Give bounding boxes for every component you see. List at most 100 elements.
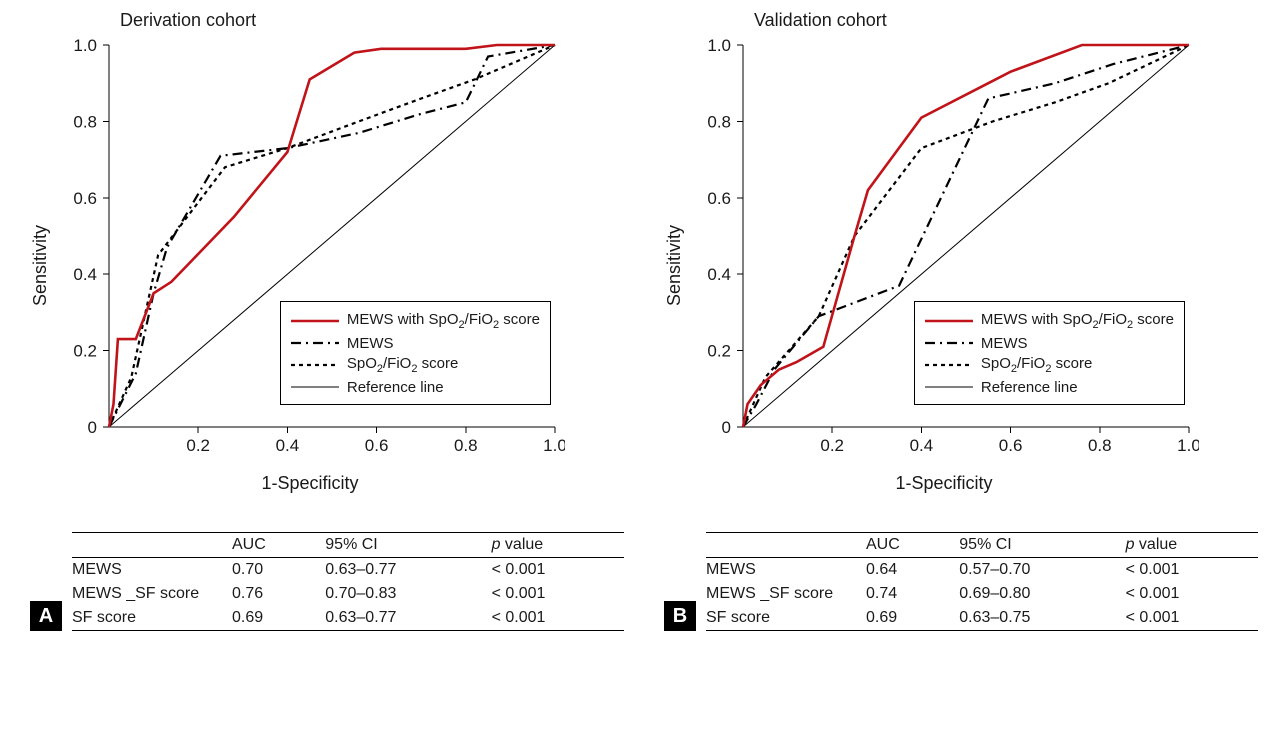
results-table: AUC95% CIp valueMEWS0.640.57–0.70< 0.001… bbox=[706, 532, 1258, 631]
legend-item: MEWS with SpO2/FiO2 score bbox=[291, 310, 540, 332]
panel-badge: A bbox=[30, 601, 62, 631]
table-cell: 0.70–0.83 bbox=[325, 582, 491, 606]
legend-item: MEWS bbox=[925, 332, 1174, 354]
results-table: AUC95% CIp valueMEWS0.700.63–0.77< 0.001… bbox=[72, 532, 624, 631]
table-row: SF score0.690.63–0.77< 0.001 bbox=[72, 606, 624, 631]
y-axis-label: Sensitivity bbox=[664, 225, 685, 306]
table-header bbox=[706, 533, 866, 558]
table-row: SF score0.690.63–0.75< 0.001 bbox=[706, 606, 1258, 631]
table-wrap: AAUC95% CIp valueMEWS0.700.63–0.77< 0.00… bbox=[30, 532, 624, 631]
legend-label: SpO2/FiO2 score bbox=[347, 355, 458, 375]
table-row: MEWS _SF score0.740.69–0.80< 0.001 bbox=[706, 582, 1258, 606]
table-cell: 0.63–0.77 bbox=[325, 558, 491, 583]
svg-text:1.0: 1.0 bbox=[73, 37, 97, 55]
x-axis-label: 1-Specificity bbox=[689, 473, 1199, 494]
chart-area: 00.20.40.60.81.00.20.40.60.81.0MEWS with… bbox=[689, 37, 1199, 467]
legend-swatch-icon bbox=[291, 380, 339, 394]
svg-text:0.6: 0.6 bbox=[707, 189, 731, 208]
y-axis-label: Sensitivity bbox=[30, 225, 51, 306]
table-header: 95% CI bbox=[325, 533, 491, 558]
table-cell: MEWS bbox=[72, 558, 232, 583]
table-cell: SF score bbox=[706, 606, 866, 631]
table-cell: 0.69 bbox=[866, 606, 959, 631]
legend-label: Reference line bbox=[347, 379, 444, 396]
table-cell: 0.70 bbox=[232, 558, 325, 583]
table-cell: 0.74 bbox=[866, 582, 959, 606]
table-cell: < 0.001 bbox=[1126, 582, 1258, 606]
legend: MEWS with SpO2/FiO2 score MEWS SpO2/FiO2 s… bbox=[280, 301, 551, 405]
svg-text:0: 0 bbox=[722, 418, 731, 437]
legend-swatch-icon bbox=[291, 336, 339, 350]
chart-area: 0 0.2 0.4 0.6 0.8 1.0 0.2 0.4 0.6 0.8 1.0 MEWS with… bbox=[55, 37, 565, 467]
svg-text:0.8: 0.8 bbox=[707, 112, 731, 131]
svg-text:0.4: 0.4 bbox=[707, 265, 731, 284]
legend-swatch-icon bbox=[925, 336, 973, 350]
legend-item: SpO2/FiO2 score bbox=[925, 354, 1174, 376]
table-row: MEWS0.700.63–0.77< 0.001 bbox=[72, 558, 624, 583]
legend-label: MEWS bbox=[347, 335, 394, 352]
legend-swatch-icon bbox=[925, 314, 973, 328]
svg-text:0.6: 0.6 bbox=[73, 189, 97, 208]
svg-text:0.8: 0.8 bbox=[1088, 436, 1112, 455]
svg-text:0.4: 0.4 bbox=[276, 436, 300, 455]
panel-badge: B bbox=[664, 601, 696, 631]
svg-text:0.4: 0.4 bbox=[910, 436, 934, 455]
figure-panels: Derivation cohort Sensitivity 0 0.2 0.4 0.6 0.… bbox=[0, 0, 1288, 631]
legend-item: SpO2/FiO2 score bbox=[291, 354, 540, 376]
svg-text:0.6: 0.6 bbox=[365, 436, 389, 455]
chart-wrap: Sensitivity 0 0.2 0.4 0.6 0.8 1.0 0.2 0.4 0.6 0.8 1… bbox=[30, 37, 624, 494]
legend-item: MEWS with SpO2/FiO2 score bbox=[925, 310, 1174, 332]
legend-item: Reference line bbox=[925, 376, 1174, 398]
table-cell: < 0.001 bbox=[492, 582, 624, 606]
table-cell: 0.57–0.70 bbox=[959, 558, 1125, 583]
svg-text:1.0: 1.0 bbox=[1177, 436, 1199, 455]
table-header bbox=[72, 533, 232, 558]
legend-item: MEWS bbox=[291, 332, 540, 354]
legend-swatch-icon bbox=[291, 358, 339, 372]
svg-text:1.0: 1.0 bbox=[543, 436, 565, 455]
table-cell: < 0.001 bbox=[1126, 558, 1258, 583]
panel-a: Derivation cohort Sensitivity 0 0.2 0.4 0.6 0.… bbox=[30, 10, 624, 631]
table-cell: 0.63–0.77 bbox=[325, 606, 491, 631]
svg-text:0.8: 0.8 bbox=[454, 436, 478, 455]
legend-swatch-icon bbox=[925, 380, 973, 394]
legend-label: MEWS with SpO2/FiO2 score bbox=[981, 311, 1174, 331]
table-header: 95% CI bbox=[959, 533, 1125, 558]
legend-item: Reference line bbox=[291, 376, 540, 398]
table-cell: MEWS _SF score bbox=[72, 582, 232, 606]
table-header: AUC bbox=[232, 533, 325, 558]
legend-label: SpO2/FiO2 score bbox=[981, 355, 1092, 375]
chart-wrap: Sensitivity00.20.40.60.81.00.20.40.60.81… bbox=[664, 37, 1258, 494]
table-row: MEWS0.640.57–0.70< 0.001 bbox=[706, 558, 1258, 583]
table-cell: 0.63–0.75 bbox=[959, 606, 1125, 631]
svg-text:0.2: 0.2 bbox=[186, 436, 210, 455]
svg-text:1.0: 1.0 bbox=[707, 37, 731, 55]
svg-text:0: 0 bbox=[88, 418, 97, 437]
svg-text:0.2: 0.2 bbox=[73, 342, 97, 361]
legend-label: MEWS bbox=[981, 335, 1028, 352]
table-cell: 0.76 bbox=[232, 582, 325, 606]
table-cell: < 0.001 bbox=[492, 606, 624, 631]
table-cell: MEWS bbox=[706, 558, 866, 583]
panel-b: Validation cohort Sensitivity 0 0.2 0.4 0.6 0.… bbox=[664, 10, 1258, 631]
table-cell: MEWS _SF score bbox=[706, 582, 866, 606]
table-cell: SF score bbox=[72, 606, 232, 631]
svg-text:0.4: 0.4 bbox=[73, 265, 97, 284]
chart-title: Validation cohort bbox=[754, 10, 1258, 31]
legend-swatch-icon bbox=[925, 358, 973, 372]
legend-label: MEWS with SpO2/FiO2 score bbox=[347, 311, 540, 331]
legend-swatch-icon bbox=[291, 314, 339, 328]
chart-title: Derivation cohort bbox=[120, 10, 624, 31]
table-cell: 0.64 bbox=[866, 558, 959, 583]
legend: MEWS with SpO2/FiO2 score MEWS SpO2/FiO2 s… bbox=[914, 301, 1185, 405]
table-header: p value bbox=[492, 533, 624, 558]
svg-text:0.2: 0.2 bbox=[820, 436, 844, 455]
table-cell: < 0.001 bbox=[1126, 606, 1258, 631]
svg-text:0.2: 0.2 bbox=[707, 342, 731, 361]
table-header: AUC bbox=[866, 533, 959, 558]
svg-text:0.8: 0.8 bbox=[73, 112, 97, 131]
table-header: p value bbox=[1126, 533, 1258, 558]
table-cell: 0.69–0.80 bbox=[959, 582, 1125, 606]
table-wrap: BAUC95% CIp valueMEWS0.640.57–0.70< 0.00… bbox=[664, 532, 1258, 631]
table-cell: 0.69 bbox=[232, 606, 325, 631]
